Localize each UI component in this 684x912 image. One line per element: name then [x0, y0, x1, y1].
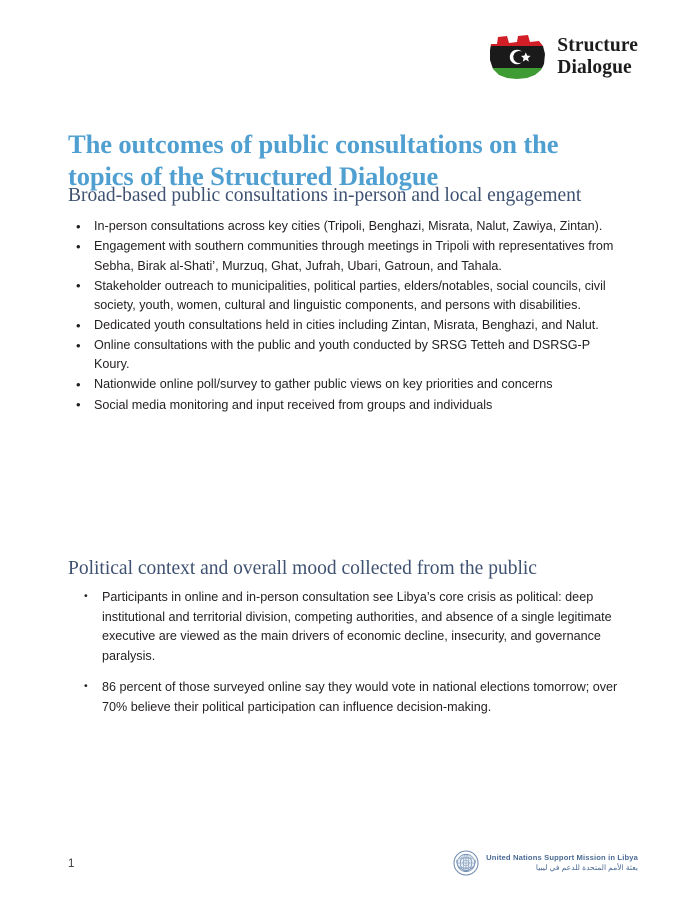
- bullet-list: Participants in online and in-person con…: [68, 588, 624, 717]
- list-item: Social media monitoring and input receiv…: [68, 395, 624, 415]
- un-emblem-icon: [453, 850, 479, 876]
- page-title: The outcomes of public consultations on …: [68, 128, 559, 191]
- section-heading: Political context and overall mood colle…: [68, 558, 537, 579]
- list-item: 86 percent of those surveyed online say …: [68, 678, 624, 717]
- brand-name: Structure Dialogue: [557, 35, 638, 79]
- list-item: Online consultations with the public and…: [68, 336, 624, 374]
- brand-line-2: Dialogue: [557, 57, 632, 78]
- unsmil-logo: United Nations Support Mission in Libya …: [453, 850, 638, 876]
- page-number: 1: [68, 858, 75, 870]
- list-item: Dedicated youth consultations held in ci…: [68, 316, 624, 336]
- brand-line-1: Structure: [557, 35, 638, 57]
- list-item: In-person consultations across key citie…: [68, 217, 624, 237]
- unsmil-name-en: United Nations Support Mission in Libya: [486, 852, 638, 862]
- libya-map-flag-icon: [490, 35, 546, 79]
- section-broad-based-consultations: Broad-based public consultations in-pers…: [68, 183, 624, 416]
- page-footer: 1: [0, 842, 684, 876]
- list-item: Engagement with southern communities thr…: [68, 237, 624, 275]
- section-political-context: Political context and overall mood colle…: [68, 556, 624, 729]
- section-heading: Broad-based public consultations in-pers…: [68, 185, 582, 206]
- list-item: Stakeholder outreach to municipalities, …: [68, 276, 624, 315]
- unsmil-name: United Nations Support Mission in Libya …: [486, 852, 638, 873]
- bullet-list: In-person consultations across key citie…: [68, 217, 624, 415]
- list-item: Participants in online and in-person con…: [68, 588, 624, 666]
- unsmil-name-ar: بعثة الأمم المتحدة للدعم في ليبيا: [535, 862, 638, 872]
- brand-logo: Structure Dialogue: [487, 34, 638, 80]
- list-item: Nationwide online poll/survey to gather …: [68, 375, 624, 395]
